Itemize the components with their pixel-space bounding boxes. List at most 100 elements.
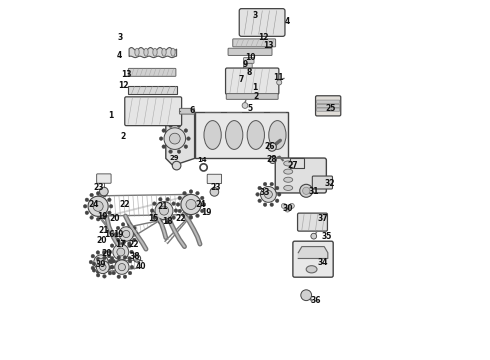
Circle shape bbox=[128, 260, 132, 263]
Text: 24: 24 bbox=[88, 200, 98, 209]
FancyBboxPatch shape bbox=[207, 174, 221, 184]
Circle shape bbox=[122, 242, 125, 246]
Circle shape bbox=[184, 145, 188, 148]
Ellipse shape bbox=[247, 121, 265, 149]
Text: 21: 21 bbox=[98, 226, 109, 235]
Text: 31: 31 bbox=[309, 187, 319, 196]
Circle shape bbox=[122, 222, 125, 226]
Circle shape bbox=[164, 128, 186, 149]
Circle shape bbox=[110, 265, 114, 269]
Circle shape bbox=[130, 250, 133, 254]
Circle shape bbox=[196, 192, 199, 195]
Circle shape bbox=[91, 255, 95, 258]
FancyBboxPatch shape bbox=[244, 58, 254, 63]
Polygon shape bbox=[129, 48, 176, 58]
Text: 4: 4 bbox=[117, 51, 122, 60]
Circle shape bbox=[186, 199, 196, 210]
Circle shape bbox=[116, 261, 119, 264]
Text: 25: 25 bbox=[325, 104, 336, 113]
Circle shape bbox=[277, 80, 282, 85]
Circle shape bbox=[90, 193, 94, 197]
FancyBboxPatch shape bbox=[317, 100, 340, 103]
Circle shape bbox=[270, 182, 273, 186]
Circle shape bbox=[169, 150, 172, 153]
Text: 13: 13 bbox=[263, 41, 273, 50]
Circle shape bbox=[162, 145, 166, 148]
Circle shape bbox=[108, 271, 112, 275]
Text: 40: 40 bbox=[136, 261, 146, 271]
Text: 9: 9 bbox=[243, 60, 247, 69]
FancyBboxPatch shape bbox=[97, 174, 111, 183]
Text: 12: 12 bbox=[118, 81, 128, 90]
Circle shape bbox=[268, 143, 276, 151]
Text: 21: 21 bbox=[158, 202, 168, 211]
Circle shape bbox=[277, 193, 281, 196]
Circle shape bbox=[114, 232, 118, 236]
Circle shape bbox=[117, 256, 121, 259]
Circle shape bbox=[116, 240, 119, 243]
Circle shape bbox=[119, 227, 133, 241]
Circle shape bbox=[115, 260, 129, 274]
Circle shape bbox=[270, 203, 273, 207]
Circle shape bbox=[258, 186, 262, 190]
Text: 32: 32 bbox=[325, 179, 335, 188]
Ellipse shape bbox=[284, 161, 293, 166]
Text: 13: 13 bbox=[121, 70, 131, 79]
Circle shape bbox=[303, 187, 310, 194]
Circle shape bbox=[183, 192, 186, 195]
Text: 5: 5 bbox=[247, 104, 253, 113]
Polygon shape bbox=[128, 86, 176, 94]
Circle shape bbox=[178, 209, 182, 213]
Circle shape bbox=[152, 202, 156, 206]
Circle shape bbox=[189, 216, 193, 219]
Text: 2: 2 bbox=[253, 92, 258, 101]
Circle shape bbox=[102, 256, 106, 260]
Circle shape bbox=[102, 251, 106, 254]
Text: 18: 18 bbox=[162, 217, 173, 226]
Text: 3: 3 bbox=[252, 11, 257, 20]
Circle shape bbox=[112, 271, 116, 275]
Circle shape bbox=[107, 198, 111, 202]
Text: 1: 1 bbox=[252, 84, 257, 93]
Circle shape bbox=[177, 150, 181, 153]
FancyBboxPatch shape bbox=[297, 213, 327, 231]
Circle shape bbox=[83, 204, 87, 208]
Circle shape bbox=[89, 260, 93, 264]
Circle shape bbox=[159, 220, 162, 224]
Text: 23: 23 bbox=[94, 183, 104, 192]
Ellipse shape bbox=[306, 266, 317, 273]
Text: 12: 12 bbox=[258, 33, 269, 42]
Circle shape bbox=[122, 230, 130, 238]
Circle shape bbox=[99, 264, 106, 270]
Text: 28: 28 bbox=[267, 155, 277, 164]
Circle shape bbox=[92, 262, 96, 266]
Ellipse shape bbox=[144, 48, 148, 56]
Text: 11: 11 bbox=[273, 73, 283, 82]
Ellipse shape bbox=[204, 121, 221, 149]
Circle shape bbox=[91, 266, 95, 270]
Circle shape bbox=[117, 248, 125, 256]
Circle shape bbox=[159, 198, 162, 201]
Circle shape bbox=[300, 184, 313, 197]
Circle shape bbox=[97, 257, 100, 261]
Circle shape bbox=[177, 124, 181, 127]
Circle shape bbox=[107, 266, 111, 270]
Circle shape bbox=[109, 260, 113, 264]
Circle shape bbox=[159, 137, 163, 140]
FancyBboxPatch shape bbox=[226, 94, 278, 99]
Text: 22: 22 bbox=[119, 199, 130, 209]
Circle shape bbox=[133, 238, 136, 242]
Text: 8: 8 bbox=[246, 68, 252, 77]
Ellipse shape bbox=[171, 48, 175, 56]
Circle shape bbox=[162, 129, 166, 132]
Ellipse shape bbox=[284, 169, 293, 174]
FancyBboxPatch shape bbox=[275, 158, 326, 193]
FancyBboxPatch shape bbox=[317, 104, 340, 108]
Circle shape bbox=[200, 196, 204, 200]
Circle shape bbox=[187, 137, 190, 140]
Circle shape bbox=[97, 261, 109, 274]
Circle shape bbox=[96, 251, 99, 254]
Text: 24: 24 bbox=[195, 200, 206, 209]
Circle shape bbox=[150, 209, 154, 212]
FancyBboxPatch shape bbox=[228, 48, 272, 55]
